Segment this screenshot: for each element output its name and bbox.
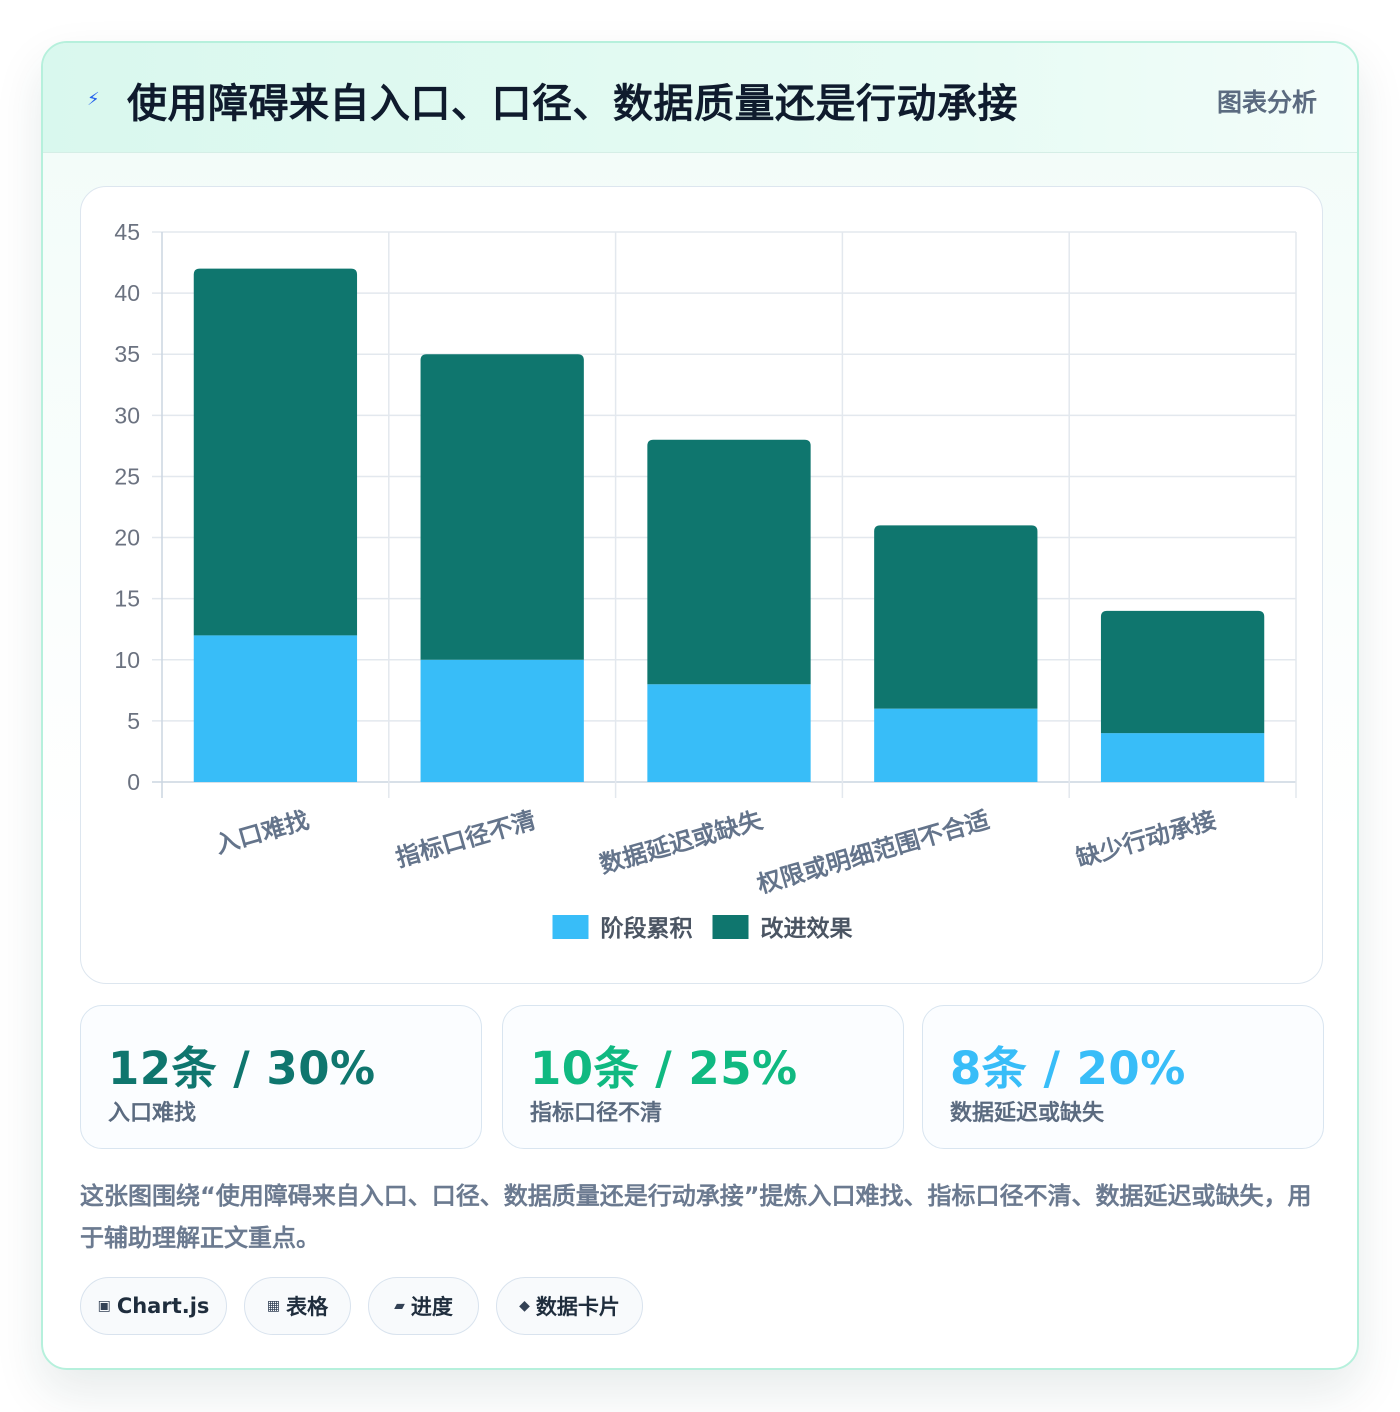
- page-title: 使用障碍来自入口、口径、数据质量还是行动承接: [127, 81, 1018, 127]
- stat-label-3: 数据延迟或缺失: [950, 1101, 1105, 1126]
- bar-cumulative: [420, 659, 584, 782]
- x-tick-label: 缺少行动承接: [1073, 806, 1219, 873]
- y-tick-label: 0: [127, 769, 140, 795]
- chart-card: ⚡︎ 使用障碍来自入口、口径、数据质量还是行动承接 图表分析 0 5 10 15 20 2…: [41, 41, 1359, 1370]
- pill-data-card[interactable]: ◆ 数据卡片: [496, 1277, 643, 1335]
- y-tick-label: 10: [114, 647, 140, 673]
- x-tick-label: 权限或明细范围不合适: [753, 806, 992, 899]
- bar-improvement: [647, 439, 811, 685]
- pill-progress[interactable]: ▰ 进度: [368, 1277, 479, 1335]
- bar-improvement: [420, 354, 584, 660]
- chart-analysis-tag: 图表分析: [1216, 88, 1317, 117]
- legend-label: 阶段累积: [601, 915, 693, 942]
- y-tick-label: 40: [114, 280, 140, 306]
- stat-label-2: 指标口径不清: [530, 1101, 663, 1126]
- y-tick-label: 5: [127, 708, 140, 734]
- y-tick-label: 45: [114, 219, 140, 245]
- pill-label: 进度: [410, 1295, 453, 1319]
- bolt-icon: ⚡︎: [87, 89, 100, 110]
- stat-card-1: 12条 / 30% 入口难找: [80, 1005, 482, 1149]
- progress-icon: ▰: [394, 1298, 405, 1314]
- stat-card-3: 8条 / 20% 数据延迟或缺失: [922, 1005, 1324, 1149]
- pill-label: Chart.js: [116, 1294, 210, 1318]
- card-header: ⚡︎ 使用障碍来自入口、口径、数据质量还是行动承接 图表分析: [43, 43, 1357, 153]
- x-tick-label: 入口难找: [212, 806, 312, 859]
- pill-label: 表格: [286, 1295, 329, 1319]
- pill-label: 数据卡片: [535, 1295, 620, 1319]
- bar-cumulative: [647, 684, 811, 782]
- bar-improvement: [1100, 610, 1265, 734]
- bar-improvement: [193, 268, 358, 636]
- pill-table[interactable]: ▦ 表格: [244, 1277, 351, 1335]
- legend-label: 改进效果: [761, 915, 853, 942]
- bar-cumulative: [193, 635, 358, 782]
- y-tick-label: 20: [114, 525, 140, 551]
- pill-chartjs[interactable]: ▣ Chart.js: [80, 1277, 227, 1335]
- stat-card-2: 10条 / 25% 指标口径不清: [502, 1005, 904, 1149]
- stacked-bar-chart: 0 5 10 15 20 25 30 35 40 45 入口难找 指标口径不清 数据延迟或缺失权限或明细…: [114, 219, 1297, 942]
- y-tick-label: 35: [114, 341, 140, 367]
- chart-description: 这张图围绕“使用障碍来自入口、口径、数据质量还是行动承接”提炼入口难找、指标口径…: [80, 1182, 1312, 1252]
- table-icon: ▦: [266, 1298, 281, 1314]
- x-tick-label: 指标口径不清: [393, 806, 539, 873]
- bar-cumulative: [874, 708, 1038, 782]
- legend-swatch: [552, 915, 589, 939]
- diamond-icon: ◆: [519, 1298, 530, 1314]
- y-tick-label: 15: [114, 586, 140, 612]
- stat-label-1: 入口难找: [108, 1101, 197, 1126]
- stat-value-1: 12条 / 30%: [108, 1042, 376, 1095]
- stat-value-3: 8条 / 20%: [950, 1042, 1186, 1095]
- y-tick-label: 25: [114, 463, 140, 489]
- bar-cumulative: [1100, 733, 1265, 782]
- x-tick-label: 数据延迟或缺失: [596, 806, 766, 879]
- stat-value-2: 10条 / 25%: [530, 1042, 798, 1095]
- legend-swatch: [712, 915, 749, 939]
- chart-panel: 0 5 10 15 20 25 30 35 40 45 入口难找 指标口径不清 数据延迟或缺失 权限或明细…: [80, 186, 1323, 984]
- chip-icon: ▣: [97, 1298, 111, 1314]
- bar-improvement: [874, 525, 1038, 709]
- y-tick-label: 30: [114, 402, 140, 428]
